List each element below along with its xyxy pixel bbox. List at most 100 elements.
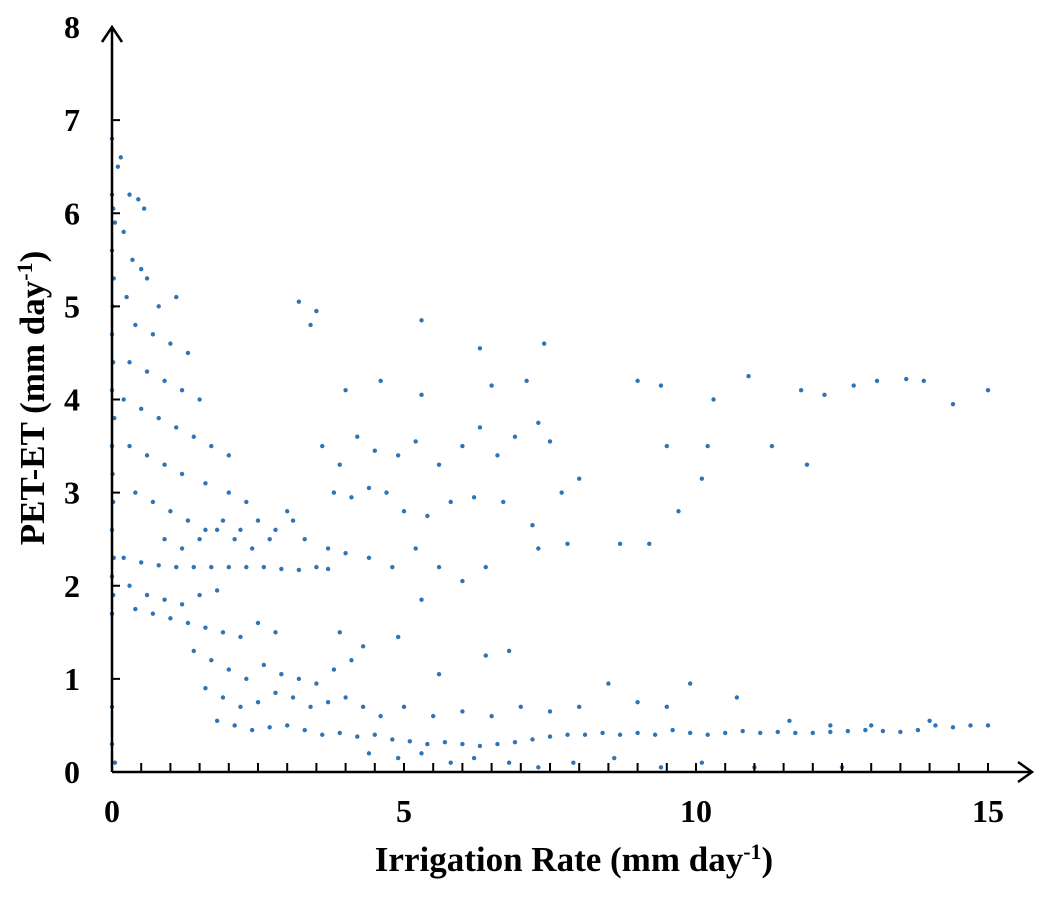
data-point [968, 723, 973, 728]
data-point [273, 690, 278, 696]
data-point [127, 583, 132, 588]
x-tick-label: 5 [396, 793, 412, 829]
data-point [360, 704, 366, 710]
data-point [904, 376, 909, 382]
data-point [401, 704, 407, 710]
data-point [179, 471, 185, 477]
data-point [112, 760, 118, 765]
data-point [185, 518, 191, 523]
data-point [185, 350, 191, 356]
data-point [209, 564, 214, 570]
data-point [898, 729, 903, 735]
data-point [851, 383, 856, 388]
data-point [699, 760, 705, 765]
data-point [220, 695, 226, 700]
data-point [296, 567, 302, 573]
data-point [285, 509, 290, 514]
data-point [915, 727, 921, 733]
data-point [349, 658, 354, 663]
data-point [950, 401, 956, 407]
data-point [197, 592, 202, 598]
data-point [214, 588, 220, 593]
data-point [985, 723, 991, 728]
data-point [314, 308, 319, 314]
data-point [273, 630, 278, 635]
data-point [483, 564, 488, 570]
data-point [255, 620, 261, 626]
data-point [495, 453, 500, 458]
data-point [168, 509, 173, 514]
data-point [658, 383, 664, 388]
data-point [150, 332, 156, 337]
data-point [249, 546, 255, 551]
data-point [395, 453, 401, 458]
data-point [179, 602, 185, 607]
data-point [664, 704, 669, 710]
data-point [577, 704, 582, 710]
data-point [179, 387, 185, 393]
data-point [302, 727, 307, 733]
data-point [144, 369, 150, 374]
data-point [249, 727, 255, 733]
data-point [150, 499, 156, 505]
data-point [413, 439, 418, 444]
data-point [512, 740, 518, 745]
x-tick-label: 15 [972, 793, 1004, 829]
data-point [758, 730, 763, 736]
data-point [139, 406, 144, 412]
data-point [577, 476, 582, 481]
data-point [214, 527, 220, 533]
data-point [460, 578, 465, 584]
data-point [337, 462, 342, 467]
data-point [179, 546, 185, 551]
data-point [547, 709, 553, 714]
data-point [565, 541, 570, 547]
data-point [635, 378, 640, 384]
y-ticks: 0 1 2 3 4 5 6 7 8 [64, 9, 120, 790]
data-point [530, 737, 535, 742]
data-point [174, 294, 179, 300]
data-point [442, 740, 448, 745]
data-point [331, 667, 337, 672]
data-point [524, 378, 529, 384]
data-point [209, 658, 214, 663]
data-point [238, 527, 243, 533]
data-point [115, 164, 121, 169]
data-point [337, 630, 342, 635]
data-point [477, 425, 483, 430]
data-point [536, 765, 541, 770]
data-point [612, 755, 617, 761]
data-point [197, 397, 202, 402]
y-tick-label: 1 [64, 661, 80, 697]
data-point [664, 443, 669, 449]
data-point [600, 730, 605, 736]
y-tick-label: 8 [64, 9, 80, 45]
data-point [220, 630, 226, 635]
data-point [880, 728, 886, 734]
data-point [565, 732, 570, 737]
data-point [337, 730, 342, 736]
data-point [185, 620, 191, 626]
data-point [197, 536, 202, 542]
data-point [734, 695, 740, 700]
data-point [676, 509, 681, 514]
data-point [255, 699, 261, 705]
data-point [869, 723, 874, 728]
data-point [378, 378, 383, 384]
data-point [419, 318, 424, 323]
data-point [413, 546, 418, 551]
data-point [471, 755, 477, 761]
x-axis-title: Irrigation Rate (mm day-1) [375, 839, 773, 879]
data-point [343, 695, 348, 700]
data-point [460, 709, 465, 714]
data-point [162, 378, 167, 384]
x-axis-arrow [1017, 760, 1035, 784]
data-point [124, 294, 129, 300]
data-point [226, 490, 231, 495]
data-point [355, 734, 360, 739]
data-point [617, 541, 623, 547]
data-point [828, 729, 833, 735]
x-ticks: 0 5 10 15 [104, 793, 1004, 829]
data-point [506, 760, 512, 765]
data-point [506, 648, 512, 654]
